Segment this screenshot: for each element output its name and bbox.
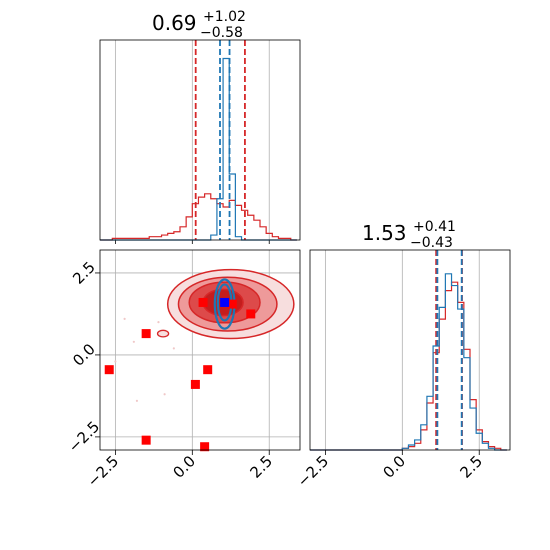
title-top-left-plus: +1.02 <box>203 9 246 25</box>
histogram-series-0 <box>310 281 507 451</box>
red-marker-6 <box>198 297 208 307</box>
y-tick-label-2: 2.5 <box>69 258 99 288</box>
grid-bottom-right <box>324 250 480 450</box>
sample-point-0 <box>123 317 126 320</box>
red-marker-1 <box>104 365 114 375</box>
sample-point-1 <box>132 340 135 343</box>
blue-marker <box>220 297 230 307</box>
red-marker-2 <box>203 365 213 375</box>
sample-point-4 <box>135 399 139 402</box>
red-contour-island <box>156 329 170 338</box>
axes-frame-top-left <box>99 39 301 241</box>
title-top-left-value: 0.69 <box>152 11 197 35</box>
title-top-left-minus: −0.58 <box>200 25 243 41</box>
sample-point-3 <box>172 347 175 350</box>
red-marker-4 <box>141 435 151 445</box>
histogram-series-1 <box>310 273 507 451</box>
sample-point-5 <box>163 393 166 396</box>
markers-bottom-left <box>104 297 256 452</box>
red-marker-8 <box>246 309 256 319</box>
y-tick-label-1: 0.0 <box>69 340 99 370</box>
axes-frame-bottom-left <box>99 249 301 451</box>
sample-point-2 <box>157 321 160 324</box>
histogram-bottom-right <box>310 250 507 451</box>
sample-point-6 <box>114 360 117 363</box>
axes-frame-bottom-right <box>309 249 511 451</box>
histogram-series-1 <box>100 57 297 241</box>
contours-bottom-left <box>114 268 295 402</box>
histogram-series-0 <box>100 193 297 241</box>
x-ticks-bottom-left: −2.5 0.0 2.5 <box>84 450 276 491</box>
title-bottom-right-value: 1.53 <box>362 221 407 245</box>
red-marker-7 <box>227 299 237 309</box>
panel-bottom-right-histogram: 1.53 +0.41 −0.43 −2.5 0.0 2.5 <box>294 219 511 491</box>
x-tick-label-0: −2.5 <box>84 452 122 490</box>
panel-bottom-left-scatter: −2.5 0.0 2.5 −2.5 0.0 2.5 <box>65 249 301 491</box>
y-ticks-bottom-left: −2.50.02.5 <box>65 258 103 456</box>
x-tick-label-right-1: 0.0 <box>380 452 410 482</box>
title-bottom-right-plus: +0.41 <box>413 219 456 235</box>
panel-top-left-histogram: 0.69 +1.02 −0.58 <box>99 9 301 244</box>
red-marker-0 <box>141 329 151 339</box>
red-marker-5 <box>200 442 210 452</box>
x-ticks-bottom-right: −2.5 0.0 2.5 <box>294 450 486 491</box>
x-tick-label-1: 0.0 <box>170 452 200 482</box>
histogram-top-left <box>100 40 297 241</box>
red-marker-3 <box>190 379 200 389</box>
x-tick-label-right-0: −2.5 <box>294 452 332 490</box>
x-tick-label-2: 2.5 <box>246 452 276 482</box>
x-tick-label-right-2: 2.5 <box>456 452 486 482</box>
title-bottom-right-minus: −0.43 <box>410 235 453 251</box>
